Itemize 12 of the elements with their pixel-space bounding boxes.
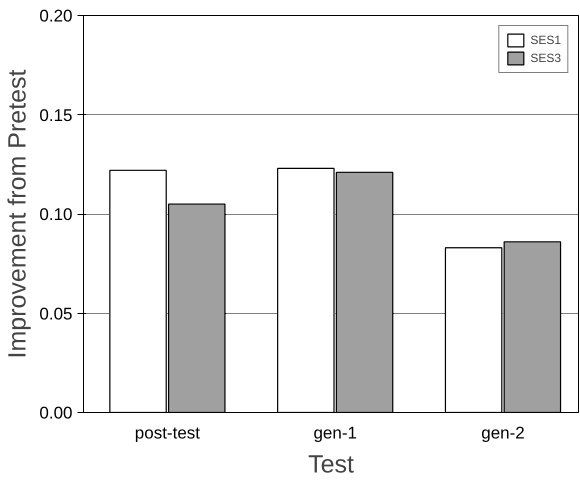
x-axis-title: Test [308, 450, 354, 478]
y-tick-label: 0.05 [39, 304, 73, 324]
x-tick-label: post-test [134, 424, 200, 442]
y-tick-label: 0.10 [39, 205, 73, 224]
y-tick-label: 0.15 [39, 106, 73, 125]
y-tick-label: 0.00 [39, 404, 73, 422]
legend-label: SES1 [530, 33, 561, 47]
legend-label: SES3 [530, 51, 561, 65]
y-axis-title: Improvement from Pretest [3, 69, 32, 358]
x-tick-label: gen-2 [481, 424, 525, 442]
y-tick-label: 0.20 [39, 6, 73, 26]
x-tick-label: gen-1 [313, 424, 357, 442]
